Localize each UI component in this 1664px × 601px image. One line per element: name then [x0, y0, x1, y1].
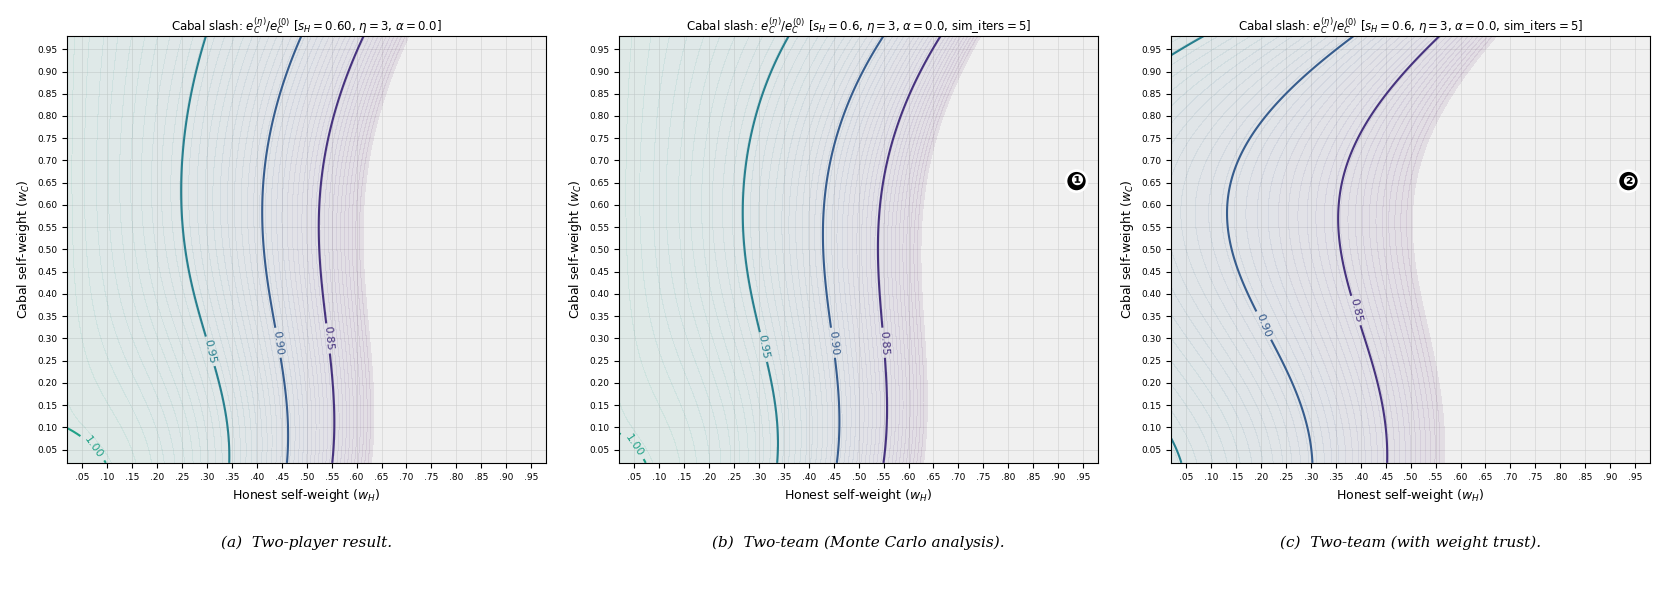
Text: 1.00: 1.00: [622, 433, 644, 459]
Text: 0.90: 0.90: [827, 330, 839, 356]
Text: (c)  Two-team (with weight trust).: (c) Two-team (with weight trust).: [1280, 535, 1541, 550]
Text: 0.95: 0.95: [203, 338, 218, 364]
Title: Cabal slash: $e_C^{(\eta)}/e_C^{(0)}$ [$s_H = 0.60$, $\eta = 3$, $\alpha = 0.0$]: Cabal slash: $e_C^{(\eta)}/e_C^{(0)}$ [$…: [171, 15, 443, 36]
Text: 0.85: 0.85: [877, 330, 889, 355]
Text: (b)  Two-team (Monte Carlo analysis).: (b) Two-team (Monte Carlo analysis).: [712, 535, 1005, 550]
X-axis label: Honest self-weight ($w_H$): Honest self-weight ($w_H$): [233, 487, 381, 504]
Y-axis label: Cabal self-weight ($w_C$): Cabal self-weight ($w_C$): [15, 180, 32, 319]
Title: Cabal slash: $e_C^{(\eta)}/e_C^{(0)}$ [$s_H = 0.6$, $\eta = 3$, $\alpha = 0.0$, : Cabal slash: $e_C^{(\eta)}/e_C^{(0)}$ [$…: [1238, 15, 1582, 36]
X-axis label: Honest self-weight ($w_H$): Honest self-weight ($w_H$): [1336, 487, 1484, 504]
Text: 1.00: 1.00: [83, 435, 105, 460]
Title: Cabal slash: $e_C^{(\eta)}/e_C^{(0)}$ [$s_H = 0.6$, $\eta = 3$, $\alpha = 0.0$, : Cabal slash: $e_C^{(\eta)}/e_C^{(0)}$ [$…: [686, 15, 1030, 36]
Text: ❶: ❶: [1070, 174, 1082, 189]
Text: ❷: ❷: [1621, 174, 1634, 189]
Y-axis label: Cabal self-weight ($w_C$): Cabal self-weight ($w_C$): [1118, 180, 1135, 319]
Text: 0.85: 0.85: [321, 326, 334, 351]
Y-axis label: Cabal self-weight ($w_C$): Cabal self-weight ($w_C$): [567, 180, 584, 319]
Text: 0.90: 0.90: [1255, 313, 1271, 339]
X-axis label: Honest self-weight ($w_H$): Honest self-weight ($w_H$): [784, 487, 932, 504]
Text: (a)  Two-player result.: (a) Two-player result.: [221, 535, 393, 550]
Text: 0.85: 0.85: [1348, 297, 1363, 324]
Text: 0.90: 0.90: [271, 330, 285, 356]
Text: 0.95: 0.95: [755, 334, 770, 360]
